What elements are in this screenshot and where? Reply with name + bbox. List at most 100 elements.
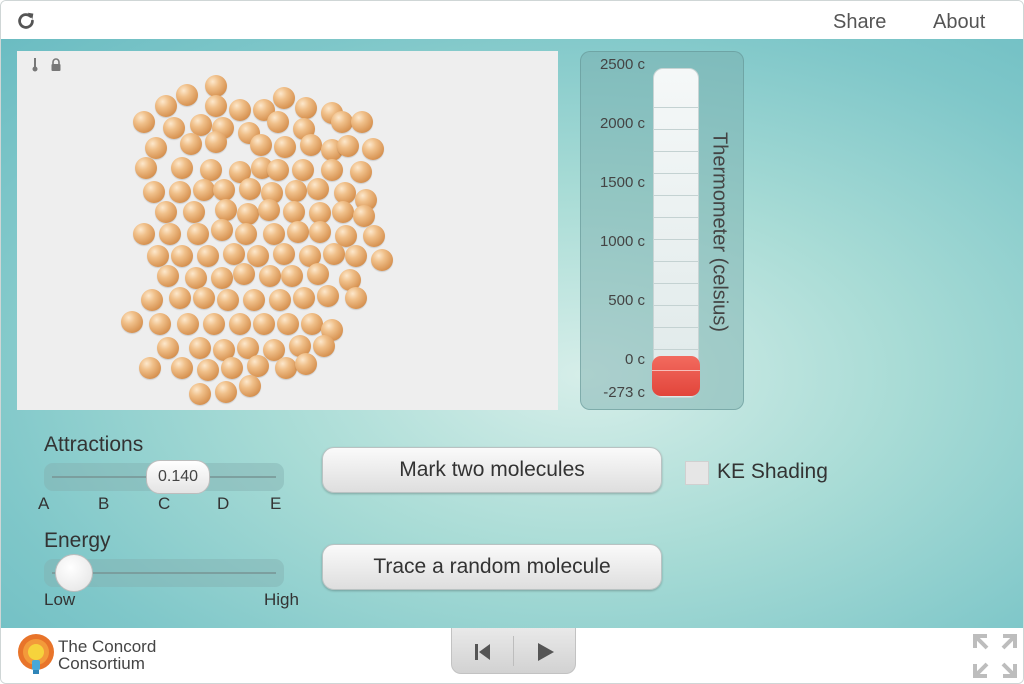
energy-slider-handle[interactable] bbox=[55, 554, 93, 592]
molecule[interactable] bbox=[197, 359, 219, 381]
molecule[interactable] bbox=[229, 313, 251, 335]
molecule[interactable] bbox=[247, 245, 269, 267]
molecule[interactable] bbox=[171, 357, 193, 379]
molecule[interactable] bbox=[275, 357, 297, 379]
mark-two-molecules-button[interactable]: Mark two molecules bbox=[322, 447, 662, 493]
molecule[interactable] bbox=[197, 245, 219, 267]
trace-random-molecule-button[interactable]: Trace a random molecule bbox=[322, 544, 662, 590]
molecule[interactable] bbox=[200, 159, 222, 181]
molecule[interactable] bbox=[363, 225, 385, 247]
attractions-slider-handle[interactable]: 0.140 bbox=[146, 460, 210, 494]
molecule[interactable] bbox=[295, 353, 317, 375]
molecule[interactable] bbox=[145, 137, 167, 159]
molecule[interactable] bbox=[239, 178, 261, 200]
molecule[interactable] bbox=[183, 201, 205, 223]
molecule[interactable] bbox=[300, 134, 322, 156]
molecule[interactable] bbox=[299, 245, 321, 267]
molecule[interactable] bbox=[213, 339, 235, 361]
molecule[interactable] bbox=[295, 97, 317, 119]
molecule[interactable] bbox=[190, 114, 212, 136]
molecule[interactable] bbox=[169, 287, 191, 309]
play-icon[interactable] bbox=[530, 640, 560, 664]
molecule[interactable] bbox=[313, 335, 335, 357]
molecule[interactable] bbox=[323, 243, 345, 265]
molecule[interactable] bbox=[229, 161, 251, 183]
molecule[interactable] bbox=[211, 267, 233, 289]
molecule[interactable] bbox=[203, 313, 225, 335]
molecule[interactable] bbox=[277, 313, 299, 335]
share-link[interactable]: Share bbox=[833, 11, 887, 33]
molecule[interactable] bbox=[171, 157, 193, 179]
molecule[interactable] bbox=[253, 313, 275, 335]
step-back-icon[interactable] bbox=[468, 640, 498, 664]
ke-shading-checkbox[interactable] bbox=[685, 461, 709, 485]
molecule[interactable] bbox=[215, 199, 237, 221]
molecule[interactable] bbox=[189, 383, 211, 405]
molecule[interactable] bbox=[135, 157, 157, 179]
molecule[interactable] bbox=[157, 337, 179, 359]
molecule[interactable] bbox=[121, 311, 143, 333]
molecule[interactable] bbox=[185, 267, 207, 289]
molecule[interactable] bbox=[239, 375, 261, 397]
molecule[interactable] bbox=[171, 245, 193, 267]
molecule[interactable] bbox=[321, 159, 343, 181]
molecule[interactable] bbox=[139, 357, 161, 379]
molecule[interactable] bbox=[350, 161, 372, 183]
molecule[interactable] bbox=[250, 134, 272, 156]
lock-icon[interactable] bbox=[50, 58, 62, 72]
molecule[interactable] bbox=[223, 243, 245, 265]
thermometer-icon[interactable] bbox=[31, 57, 39, 72]
molecule[interactable] bbox=[269, 289, 291, 311]
molecule[interactable] bbox=[133, 223, 155, 245]
molecule[interactable] bbox=[307, 263, 329, 285]
molecule[interactable] bbox=[147, 245, 169, 267]
molecule[interactable] bbox=[233, 263, 255, 285]
molecule[interactable] bbox=[155, 95, 177, 117]
molecule[interactable] bbox=[193, 287, 215, 309]
molecule[interactable] bbox=[331, 111, 353, 133]
molecule[interactable] bbox=[273, 87, 295, 109]
molecule[interactable] bbox=[274, 136, 296, 158]
molecule[interactable] bbox=[157, 265, 179, 287]
molecule[interactable] bbox=[163, 117, 185, 139]
molecule[interactable] bbox=[205, 95, 227, 117]
molecule[interactable] bbox=[301, 313, 323, 335]
molecule[interactable] bbox=[353, 205, 375, 227]
molecule[interactable] bbox=[189, 337, 211, 359]
molecule[interactable] bbox=[273, 243, 295, 265]
molecule[interactable] bbox=[237, 203, 259, 225]
molecule[interactable] bbox=[169, 181, 191, 203]
molecule[interactable] bbox=[217, 289, 239, 311]
molecule[interactable] bbox=[133, 111, 155, 133]
molecule[interactable] bbox=[263, 339, 285, 361]
molecule[interactable] bbox=[259, 265, 281, 287]
molecule[interactable] bbox=[287, 221, 309, 243]
molecule[interactable] bbox=[283, 201, 305, 223]
molecule[interactable] bbox=[235, 223, 257, 245]
about-link[interactable]: About bbox=[933, 11, 986, 33]
molecule[interactable] bbox=[345, 245, 367, 267]
molecule[interactable] bbox=[237, 337, 259, 359]
molecule[interactable] bbox=[335, 225, 357, 247]
molecule[interactable] bbox=[177, 313, 199, 335]
molecule[interactable] bbox=[334, 182, 356, 204]
molecule[interactable] bbox=[205, 75, 227, 97]
molecule[interactable] bbox=[309, 202, 331, 224]
molecule[interactable] bbox=[351, 111, 373, 133]
molecule[interactable] bbox=[309, 221, 331, 243]
molecule[interactable] bbox=[187, 223, 209, 245]
molecule[interactable] bbox=[205, 131, 227, 153]
molecule[interactable] bbox=[176, 84, 198, 106]
molecule[interactable] bbox=[281, 265, 303, 287]
molecule[interactable] bbox=[149, 313, 171, 335]
molecule[interactable] bbox=[221, 357, 243, 379]
molecule[interactable] bbox=[307, 178, 329, 200]
molecule[interactable] bbox=[261, 182, 283, 204]
molecule[interactable] bbox=[141, 289, 163, 311]
molecule[interactable] bbox=[159, 223, 181, 245]
molecule[interactable] bbox=[289, 335, 311, 357]
molecule[interactable] bbox=[345, 287, 367, 309]
reload-icon[interactable] bbox=[15, 10, 37, 32]
molecule[interactable] bbox=[332, 201, 354, 223]
molecule[interactable] bbox=[193, 179, 215, 201]
